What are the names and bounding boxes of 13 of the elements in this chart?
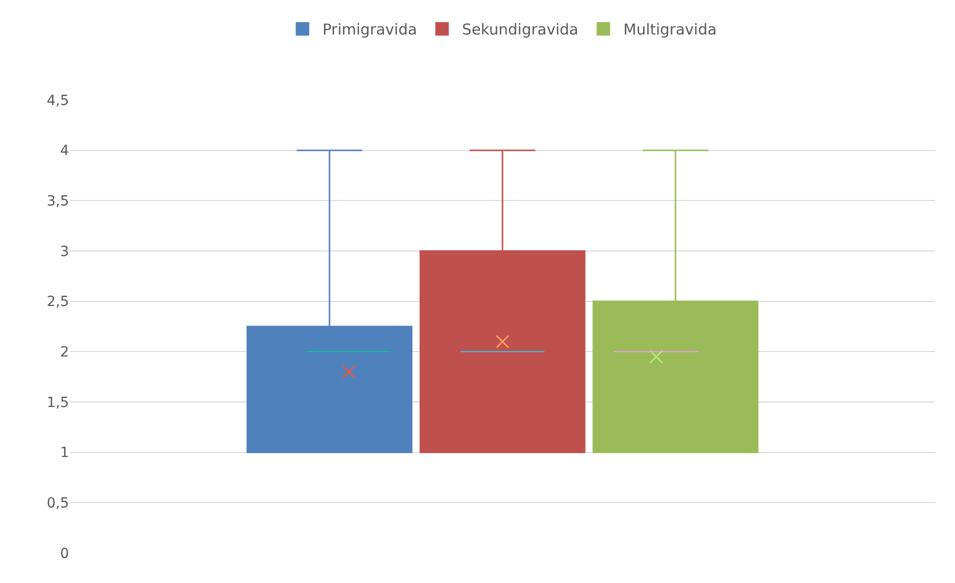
y-tick-label: 4,5: [46, 92, 69, 109]
y-tick-label: 0: [60, 546, 69, 562]
legend-label: Sekundigravida: [462, 20, 578, 39]
legend-label: Multigravida: [623, 20, 717, 39]
y-tick-label: 2: [60, 344, 69, 361]
y-tick-label: 3,5: [46, 194, 69, 210]
legend-label: Primigravida: [322, 20, 418, 39]
y-tick-label: 0,5: [46, 496, 69, 512]
y-tick-label: 2,5: [46, 294, 69, 310]
y-tick-label: 3: [60, 244, 69, 260]
y-tick-label: 1: [60, 445, 69, 462]
y-tick-label: 1,5: [46, 394, 69, 411]
y-tick-label: 4: [60, 143, 70, 160]
